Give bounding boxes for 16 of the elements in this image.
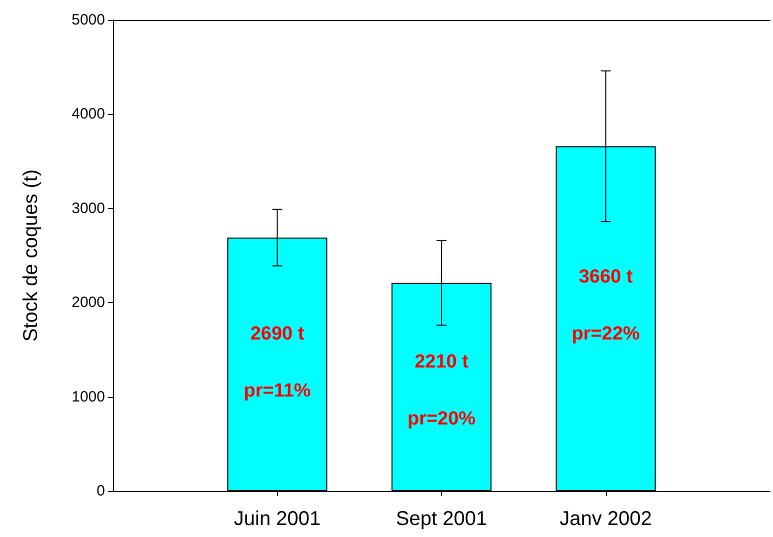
- y-tick-label: 5000: [72, 12, 105, 28]
- y-tick-label: 1000: [72, 388, 105, 406]
- y-tick-label: 4000: [72, 106, 105, 123]
- annotation: 2210 t: [414, 351, 470, 372]
- x-tick-label: Sept 2001: [396, 508, 488, 530]
- y-tick-label: 0: [96, 482, 105, 500]
- annotation: pr=20%: [407, 408, 476, 430]
- x-tick-label: Janv 2002: [560, 508, 652, 530]
- annotation: 2690 t: [250, 323, 305, 344]
- y-axis-title: Stock de coques (t): [20, 169, 42, 342]
- y-tick-label: 3000: [72, 200, 105, 217]
- x-tick-label: Juin 2001: [234, 508, 321, 530]
- y-tick-label: 2000: [72, 294, 105, 312]
- annotation: pr=22%: [572, 324, 640, 345]
- annotation: pr=11%: [244, 380, 311, 402]
- annotation: 3660 t: [578, 266, 634, 288]
